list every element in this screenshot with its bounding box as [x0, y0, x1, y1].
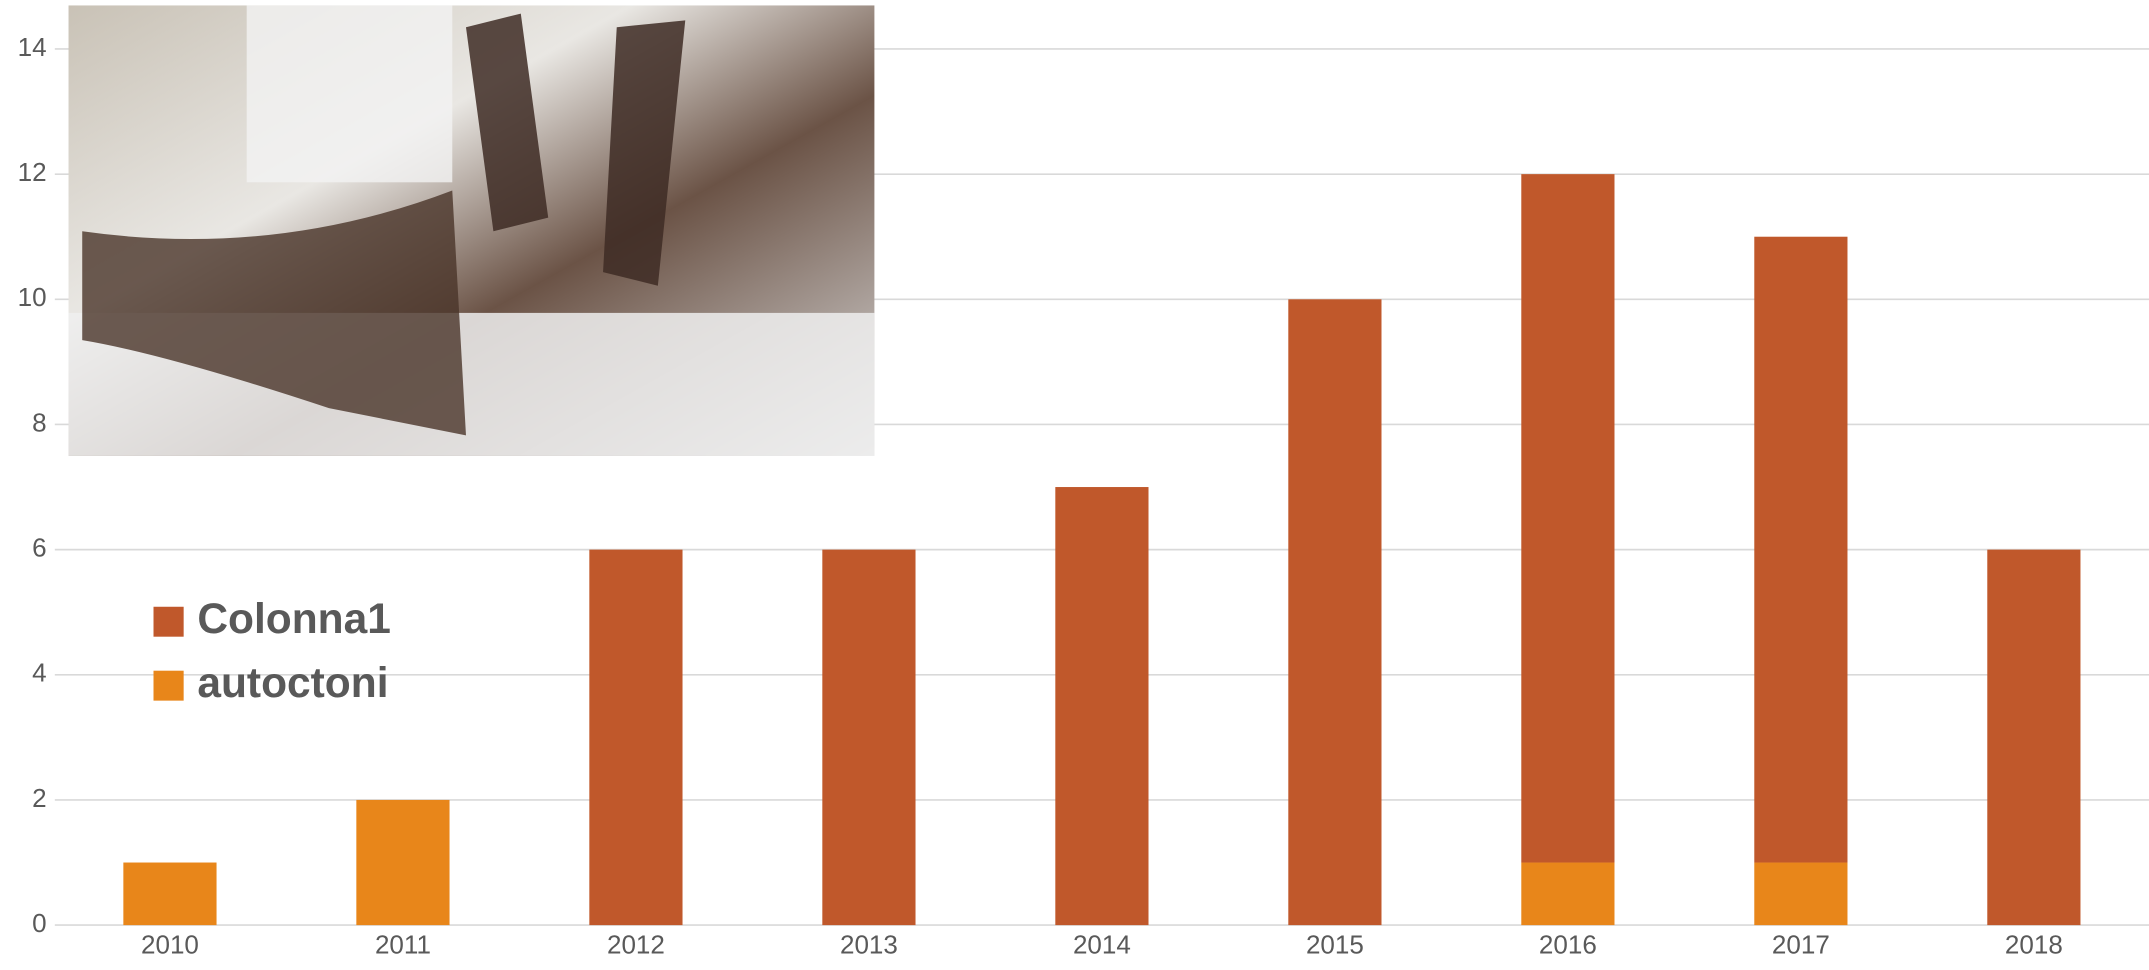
legend-label: Colonna1	[197, 595, 391, 642]
bar-segment	[123, 862, 217, 926]
y-tick-label: 4	[32, 660, 46, 688]
photo	[68, 5, 875, 456]
legend-label: autoctoni	[197, 659, 388, 706]
x-tick-label: 2010	[141, 932, 199, 960]
x-tick-label: 2012	[607, 932, 665, 960]
bar-segment	[1754, 236, 1848, 863]
y-tick-label: 2	[32, 785, 46, 813]
bar-segment	[1754, 862, 1848, 926]
x-tick-label: 2018	[2005, 932, 2063, 960]
x-tick-label: 2016	[1539, 932, 1597, 960]
x-tick-label: 2014	[1073, 932, 1131, 960]
bar-segment	[1521, 174, 1615, 863]
bar-segment	[356, 799, 450, 926]
x-tick-label: 2013	[840, 932, 898, 960]
x-tick-label: 2011	[375, 932, 431, 960]
y-tick-label: 12	[18, 159, 47, 187]
y-tick-label: 0	[32, 910, 46, 938]
bar-segment	[1521, 862, 1615, 926]
legend-swatch	[153, 606, 184, 637]
y-tick-label: 10	[18, 284, 47, 312]
bar-segment	[589, 549, 683, 926]
x-tick-label: 2015	[1306, 932, 1364, 960]
bar-segment	[1987, 549, 2081, 926]
y-tick-label: 6	[32, 535, 46, 563]
bar-segment	[1288, 299, 1382, 926]
bar-segment	[1055, 487, 1149, 926]
y-tick-label: 8	[32, 409, 46, 437]
legend-swatch	[153, 670, 184, 701]
y-tick-label: 14	[18, 34, 47, 62]
x-tick-label: 2017	[1772, 932, 1830, 960]
bar-segment	[822, 549, 916, 926]
